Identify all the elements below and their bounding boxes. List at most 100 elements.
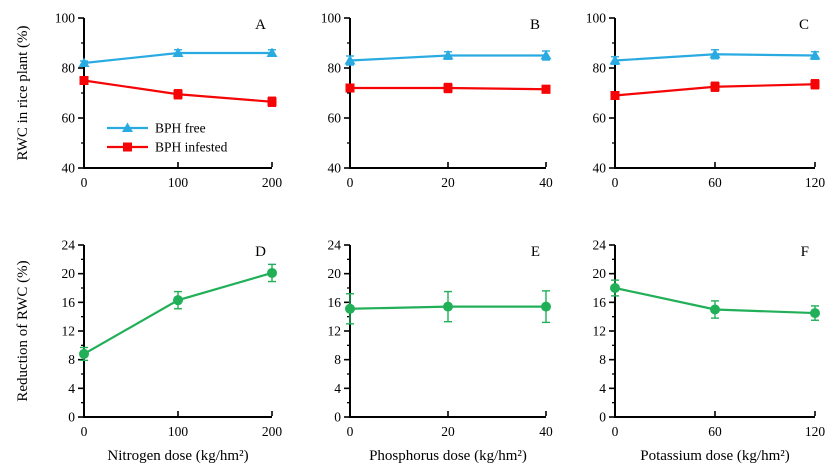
x-tick-label: 200 [262, 424, 283, 439]
y-tick-label: 12 [593, 324, 607, 339]
y-tick-label: 16 [62, 295, 76, 310]
y-tick-label: 8 [334, 352, 341, 367]
panel-c-axes: 40 60 80 100 0 60 120 [586, 11, 826, 191]
y-tick-label: 80 [62, 61, 76, 76]
y-tick-label: 20 [328, 266, 342, 281]
panel-c-rwc-vs-potassium: 40 60 80 100 0 60 120 C [586, 11, 826, 191]
panel-b-rwc-vs-phosphorus: 40 60 80 100 0 20 40 B [321, 11, 553, 191]
y-tick-label: 80 [328, 61, 342, 76]
y-tick-label: 20 [593, 266, 607, 281]
y-tick-label: 80 [593, 61, 607, 76]
bph-free-marker [442, 50, 454, 60]
panel-letter-e: E [531, 244, 540, 260]
y-tick-label: 8 [68, 352, 75, 367]
y-tick-label: 100 [55, 11, 76, 26]
x-tick-label: 100 [168, 424, 189, 439]
y-tick-label: 4 [599, 381, 606, 396]
y-tick-label: 40 [62, 161, 76, 176]
x-tick-label: 20 [441, 424, 455, 439]
panel-b-axes: 40 60 80 100 0 20 40 [321, 11, 553, 191]
bph-free-marker [809, 50, 821, 60]
y-tick-label: 12 [328, 324, 342, 339]
reduction-of-rwc-marker [345, 303, 355, 314]
legend-label: BPH free [155, 121, 206, 136]
y-tick-label: 0 [599, 410, 606, 425]
panel-e-reduction-vs-phosphorus: 0 4 8 12 16 20 24 0 20 40 E Phosphorus dose (kg/hm²… [328, 238, 554, 465]
reduction-of-rwc-marker [79, 348, 89, 359]
x-tick-label: 0 [612, 175, 619, 190]
axis-line [83, 245, 272, 418]
y-tick-label: 40 [328, 161, 342, 176]
bph-infested-marker [443, 83, 453, 93]
y-tick-label: 12 [62, 324, 76, 339]
reduction-of-rwc-marker [267, 267, 277, 278]
bph-infested-marker [173, 89, 183, 99]
series-bph-infested [610, 79, 820, 100]
bph-free-marker [344, 55, 356, 65]
y-tick-label: 40 [593, 161, 607, 176]
x-tick-label: 120 [805, 424, 826, 439]
series-reduction-of-rwc [610, 279, 820, 321]
series-reduction-of-rwc [79, 263, 277, 362]
y-tick-label: 0 [334, 410, 341, 425]
series-bph-free [609, 48, 821, 65]
bph-infested-marker [345, 83, 355, 93]
bph-free-marker [266, 47, 278, 57]
y-tick-label: 24 [593, 238, 607, 253]
x-tick-label: 120 [805, 175, 826, 190]
legend-label: BPH infested [155, 140, 228, 155]
bph-free-marker [709, 48, 721, 59]
reduction-of-rwc-marker [710, 304, 720, 315]
series-bph-free [344, 50, 552, 66]
legend-square-icon [123, 142, 132, 152]
x-tick-label: 40 [539, 424, 553, 439]
bph-infested-marker [541, 84, 551, 94]
y-tick-label: 100 [321, 11, 342, 26]
panel-letter-b: B [530, 17, 540, 33]
x-axis-title: Nitrogen dose (kg/hm²) [107, 448, 248, 464]
series-bph-infested [345, 82, 551, 94]
series-reduction-of-rwc [345, 290, 551, 325]
panel-letter-f: F [801, 244, 809, 260]
bph-free-marker [540, 50, 552, 60]
y-tick-label: 24 [328, 238, 342, 253]
x-tick-label: 0 [81, 424, 88, 439]
reduction-of-rwc-marker [810, 308, 820, 319]
x-tick-label: 20 [441, 175, 455, 190]
x-axis-title: Potassium dose (kg/hm²) [640, 448, 790, 464]
y-tick-label: 4 [334, 381, 341, 396]
axis-line [614, 245, 815, 418]
x-tick-label: 60 [708, 424, 722, 439]
bph-free-marker [172, 47, 184, 57]
bph-infested-marker [810, 79, 820, 89]
series-bph-infested [79, 76, 277, 107]
series-bph-free [78, 47, 278, 67]
y-axis-title: Reduction of RWC (%) [15, 260, 31, 401]
reduction-of-rwc-marker [443, 301, 453, 312]
reduction-of-rwc-marker [541, 301, 551, 312]
y-tick-label: 24 [62, 238, 76, 253]
panel-letter-d: D [255, 244, 266, 260]
x-axis-title: Phosphorus dose (kg/hm²) [369, 448, 527, 464]
panel-letter-c: C [799, 17, 809, 33]
bph-infested-marker [610, 91, 620, 100]
bph-free-marker [78, 57, 90, 67]
bph-infested-marker [267, 97, 277, 107]
x-tick-label: 0 [612, 424, 619, 439]
y-tick-label: 100 [586, 11, 607, 26]
x-tick-label: 0 [81, 175, 88, 190]
bph-free-marker [609, 55, 621, 65]
y-tick-label: 60 [62, 111, 76, 126]
y-tick-label: 16 [593, 295, 607, 310]
y-tick-label: 60 [593, 111, 607, 126]
reduction-of-rwc-marker [173, 295, 183, 306]
x-tick-label: 200 [262, 175, 283, 190]
panel-e-axes: 0 4 8 12 16 20 24 0 20 40 [328, 238, 554, 440]
y-tick-label: 0 [68, 410, 75, 425]
panel-a-rwc-vs-nitrogen: 40 60 80 100 0 100 200 A RWC in rice plant (%) BP… [15, 11, 283, 191]
panel-f-axes: 0 4 8 12 16 20 24 0 60 120 [593, 238, 826, 440]
x-tick-label: 100 [168, 175, 189, 190]
x-tick-label: 0 [347, 424, 354, 439]
series-line-reduction-of-rwc [83, 271, 273, 355]
